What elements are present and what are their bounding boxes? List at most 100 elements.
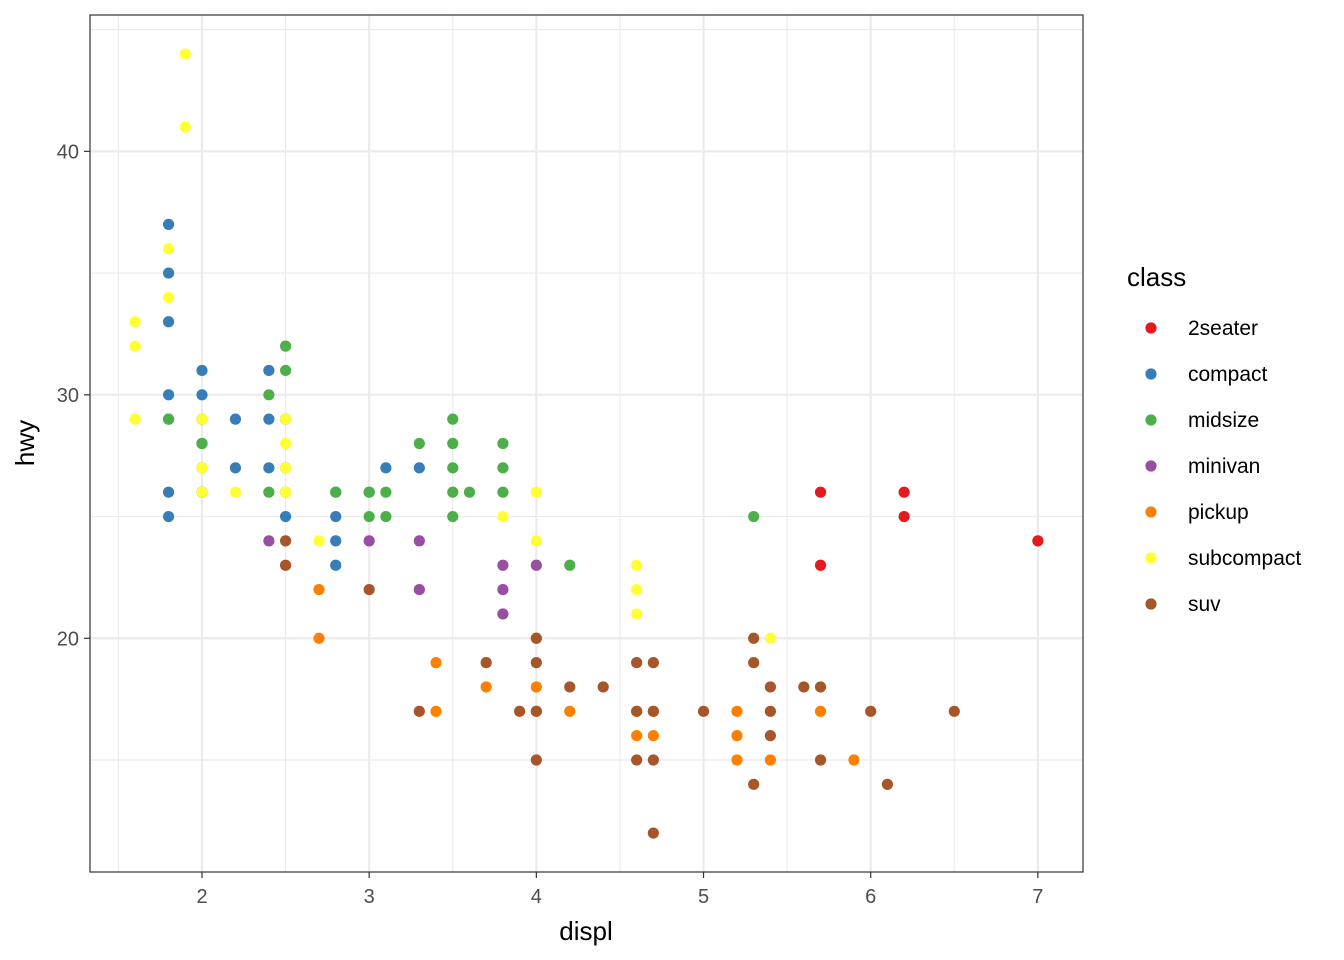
data-point-midsize xyxy=(263,486,275,498)
data-point-midsize xyxy=(748,510,760,523)
data-point-compact xyxy=(330,559,342,571)
plot-border xyxy=(89,14,1084,873)
data-point-minivan xyxy=(497,608,509,620)
data-point-midsize xyxy=(363,486,375,498)
data-point-suv xyxy=(865,705,877,717)
legend-label-subcompact: subcompact xyxy=(1188,547,1301,570)
data-point-suv xyxy=(413,705,425,717)
data-point-compact xyxy=(330,535,342,547)
legend-label-compact: compact xyxy=(1188,363,1268,386)
data-point-midsize xyxy=(447,486,459,498)
data-point-suv xyxy=(881,778,894,790)
data-point-suv xyxy=(764,681,776,693)
data-point-pickup xyxy=(530,681,542,693)
data-point-compact xyxy=(330,510,342,523)
data-point-compact xyxy=(162,218,175,230)
data-point-subcompact xyxy=(162,243,175,255)
data-point-midsize xyxy=(497,486,509,498)
data-point-suv xyxy=(647,657,659,669)
data-point-compact xyxy=(162,486,175,498)
data-point-midsize xyxy=(413,437,425,450)
data-point-suv xyxy=(814,754,827,766)
data-point-compact xyxy=(162,510,175,523)
data-point-suv xyxy=(631,754,643,766)
data-point-minivan xyxy=(413,583,425,596)
data-points xyxy=(129,48,1044,839)
data-point-suv xyxy=(647,754,659,766)
data-point-midsize xyxy=(263,389,275,401)
data-point-midsize xyxy=(380,510,392,523)
legend: class 2seater compact midsize minivan pickup… xyxy=(1127,262,1301,616)
data-point-subcompact xyxy=(530,486,542,498)
data-point-subcompact xyxy=(279,437,292,450)
data-point-minivan xyxy=(497,559,509,571)
data-point-compact xyxy=(162,267,175,279)
data-point-midsize xyxy=(330,486,342,498)
data-point-pickup xyxy=(731,730,743,742)
data-point-suv xyxy=(530,754,542,766)
x-axis: 2 3 4 5 6 7 xyxy=(196,872,1043,908)
data-point-compact xyxy=(413,462,425,474)
data-point-compact xyxy=(279,510,292,523)
data-point-suv xyxy=(530,705,542,717)
data-point-midsize xyxy=(447,510,459,523)
data-point-suv xyxy=(597,681,609,693)
data-point-compact xyxy=(196,364,208,377)
data-point-pickup xyxy=(848,754,860,766)
legend-key-compact xyxy=(1145,368,1157,380)
plot-panel xyxy=(90,15,1083,872)
data-point-minivan xyxy=(497,583,509,596)
data-point-subcompact xyxy=(279,486,292,498)
data-point-pickup xyxy=(647,730,659,742)
data-point-suv xyxy=(279,559,292,571)
data-point-subcompact xyxy=(196,486,208,498)
data-point-compact xyxy=(196,389,208,401)
data-point-pickup xyxy=(814,705,827,717)
legend-label-midsize: midsize xyxy=(1188,409,1259,432)
x-tick-label: 2 xyxy=(196,886,207,908)
data-point-midsize xyxy=(279,340,292,352)
legend-label-pickup: pickup xyxy=(1188,501,1249,524)
data-point-compact xyxy=(162,316,175,328)
data-point-suv xyxy=(748,778,760,790)
data-point-pickup xyxy=(731,705,743,717)
legend-label-minivan: minivan xyxy=(1188,455,1260,478)
y-axis-title: hwy xyxy=(10,420,40,466)
data-point-suv xyxy=(480,657,492,669)
data-point-minivan xyxy=(530,559,542,571)
data-point-suv xyxy=(631,705,643,717)
legend-key-minivan xyxy=(1145,460,1157,472)
data-point-midsize xyxy=(497,437,509,450)
x-axis-title: displ xyxy=(559,916,612,946)
data-point-minivan xyxy=(413,535,425,547)
legend-key-suv xyxy=(1145,598,1157,610)
legend-key-2seater xyxy=(1145,322,1157,334)
data-point-suv xyxy=(748,657,760,669)
data-point-midsize xyxy=(564,559,576,571)
data-point-subcompact xyxy=(631,559,643,571)
data-point-suv xyxy=(764,705,776,717)
data-point-2seater xyxy=(898,510,910,523)
legend-label-suv: suv xyxy=(1188,593,1221,616)
data-point-compact xyxy=(380,462,392,474)
data-point-midsize xyxy=(380,486,392,498)
data-point-midsize xyxy=(447,437,459,450)
data-point-midsize xyxy=(363,510,375,523)
legend-key-midsize xyxy=(1145,414,1157,426)
x-tick-label: 4 xyxy=(531,886,542,908)
data-point-suv xyxy=(363,583,375,596)
x-tick-label: 6 xyxy=(865,886,876,908)
legend-key-subcompact xyxy=(1145,552,1157,564)
data-point-compact xyxy=(263,462,275,474)
major-gridlines xyxy=(90,15,1083,872)
data-point-subcompact xyxy=(497,510,509,523)
data-point-subcompact xyxy=(313,535,325,547)
data-point-subcompact xyxy=(162,291,175,304)
data-point-suv xyxy=(631,657,643,669)
data-point-subcompact xyxy=(179,48,191,60)
data-point-2seater xyxy=(814,559,827,571)
data-point-compact xyxy=(229,413,242,425)
data-point-midsize xyxy=(196,437,208,450)
data-point-pickup xyxy=(631,730,643,742)
data-point-midsize xyxy=(447,413,459,425)
